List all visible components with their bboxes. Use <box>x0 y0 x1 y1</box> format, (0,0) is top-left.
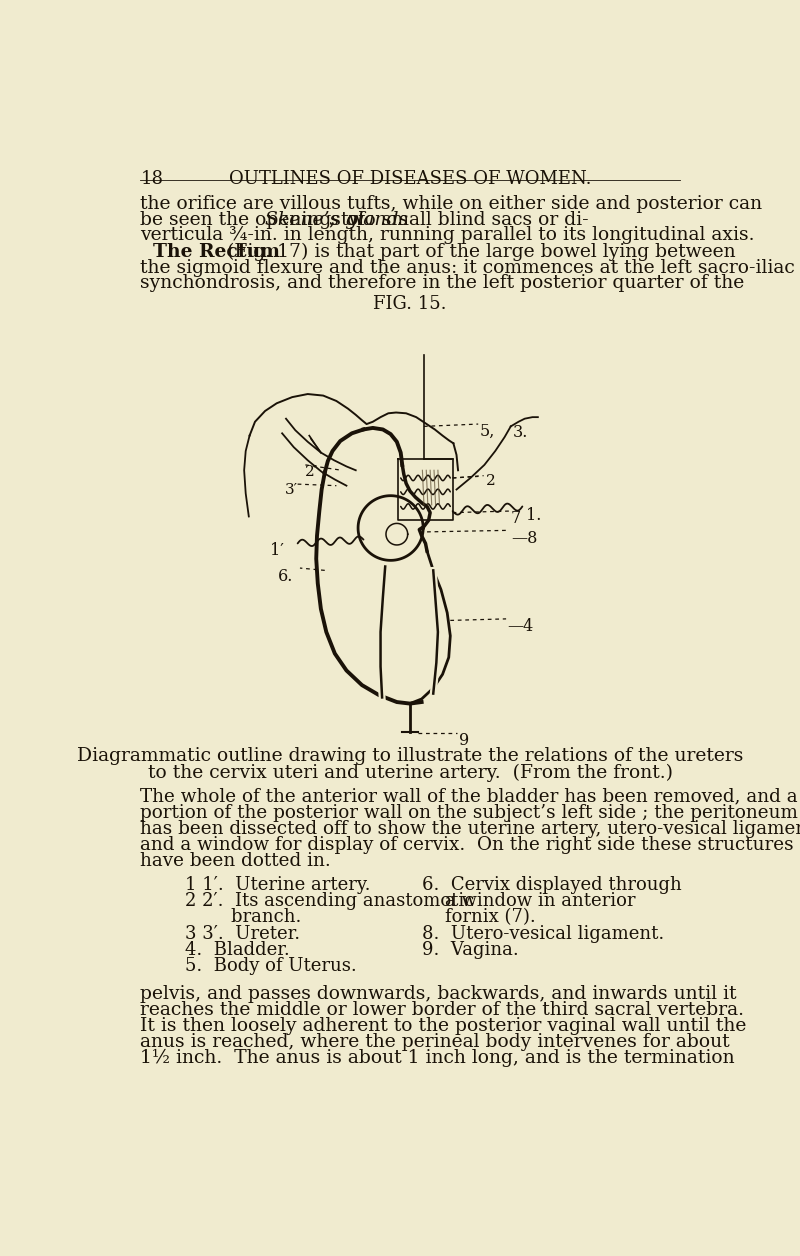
Text: Diagrammatic outline drawing to illustrate the relations of the ureters: Diagrammatic outline drawing to illustra… <box>77 747 743 765</box>
Text: (Fig. 17) is that part of the large bowel lying between: (Fig. 17) is that part of the large bowe… <box>221 244 735 261</box>
Text: The Rectum: The Rectum <box>153 244 279 261</box>
Text: 18: 18 <box>140 170 163 188</box>
Text: 1.: 1. <box>526 507 542 524</box>
Text: 5.  Body of Uterus.: 5. Body of Uterus. <box>186 957 357 975</box>
Text: 3.: 3. <box>512 425 528 441</box>
Text: 8.  Utero-vesical ligament.: 8. Utero-vesical ligament. <box>422 924 664 942</box>
Text: a window in anterior: a window in anterior <box>422 892 635 911</box>
Text: anus is reached, where the perineal body intervenes for about: anus is reached, where the perineal body… <box>140 1034 730 1051</box>
Text: fornix (7).: fornix (7). <box>422 908 535 927</box>
Text: —4: —4 <box>508 618 534 636</box>
Text: 6.  Cervix displayed through: 6. Cervix displayed through <box>422 877 682 894</box>
Text: OUTLINES OF DISEASES OF WOMEN.: OUTLINES OF DISEASES OF WOMEN. <box>229 170 591 188</box>
Text: 4.  Bladder.: 4. Bladder. <box>186 941 290 958</box>
Text: verticula ¾-in. in length, running parallel to its longitudinal axis.: verticula ¾-in. in length, running paral… <box>140 226 755 244</box>
Text: and a window for display of cervix.  On the right side these structures: and a window for display of cervix. On t… <box>140 836 794 854</box>
Text: 2 2′.  Its ascending anastomotic: 2 2′. Its ascending anastomotic <box>186 892 474 911</box>
Text: 2: 2 <box>486 474 496 489</box>
Text: 1′: 1′ <box>270 541 284 559</box>
Text: 9: 9 <box>459 732 469 749</box>
Text: synchondrosis, and therefore in the left posterior quarter of the: synchondrosis, and therefore in the left… <box>140 274 745 291</box>
Text: 1½ inch.  The anus is about 1 inch long, and is the termination: 1½ inch. The anus is about 1 inch long, … <box>140 1049 735 1068</box>
Text: branch.: branch. <box>186 908 302 927</box>
Text: 2′: 2′ <box>306 465 318 479</box>
Text: the orifice are villous tufts, while on either side and posterior can: the orifice are villous tufts, while on … <box>140 196 762 214</box>
Text: 3 3′.  Ureter.: 3 3′. Ureter. <box>186 924 300 942</box>
Text: Skene’s glands: Skene’s glands <box>265 211 408 229</box>
Text: 3′: 3′ <box>285 484 298 497</box>
Text: 5,: 5, <box>480 423 495 441</box>
Text: —8: —8 <box>510 530 537 546</box>
Text: has been dissected off to show the uterine artery, utero-vesical ligament,: has been dissected off to show the uteri… <box>140 820 800 838</box>
Text: be seen the openings of: be seen the openings of <box>140 211 371 229</box>
Text: 1 1′.  Uterine artery.: 1 1′. Uterine artery. <box>186 877 370 894</box>
Text: have been dotted in.: have been dotted in. <box>140 852 331 870</box>
Text: pelvis, and passes downwards, backwards, and inwards until it: pelvis, and passes downwards, backwards,… <box>140 985 737 1002</box>
Text: 6.: 6. <box>278 568 294 585</box>
Text: to the cervix uteri and uterine artery.  (From the front.): to the cervix uteri and uterine artery. … <box>147 764 673 782</box>
Text: portion of the posterior wall on the subject’s left side ; the peritoneum: portion of the posterior wall on the sub… <box>140 804 798 821</box>
Text: 9.  Vagina.: 9. Vagina. <box>422 941 518 958</box>
Text: The whole of the anterior wall of the bladder has been removed, and a: The whole of the anterior wall of the bl… <box>140 788 798 805</box>
Text: , two small blind sacs or di-: , two small blind sacs or di- <box>330 211 589 229</box>
Text: It is then loosely adherent to the posterior vaginal wall until the: It is then loosely adherent to the poste… <box>140 1017 746 1035</box>
Text: 7: 7 <box>510 510 521 528</box>
Text: reaches the middle or lower border of the third sacral vertebra.: reaches the middle or lower border of th… <box>140 1001 744 1019</box>
Text: the sigmoid flexure and the anus: it commences at the left sacro-iliac: the sigmoid flexure and the anus: it com… <box>140 259 795 276</box>
Text: FIG. 15.: FIG. 15. <box>374 295 446 314</box>
